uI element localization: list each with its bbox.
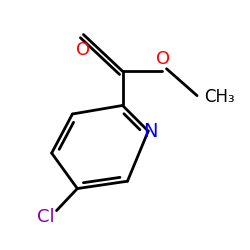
Text: O: O bbox=[76, 41, 90, 59]
Text: CH₃: CH₃ bbox=[204, 88, 234, 106]
Text: Cl: Cl bbox=[37, 208, 54, 226]
Text: N: N bbox=[144, 122, 158, 141]
Text: O: O bbox=[156, 50, 170, 68]
